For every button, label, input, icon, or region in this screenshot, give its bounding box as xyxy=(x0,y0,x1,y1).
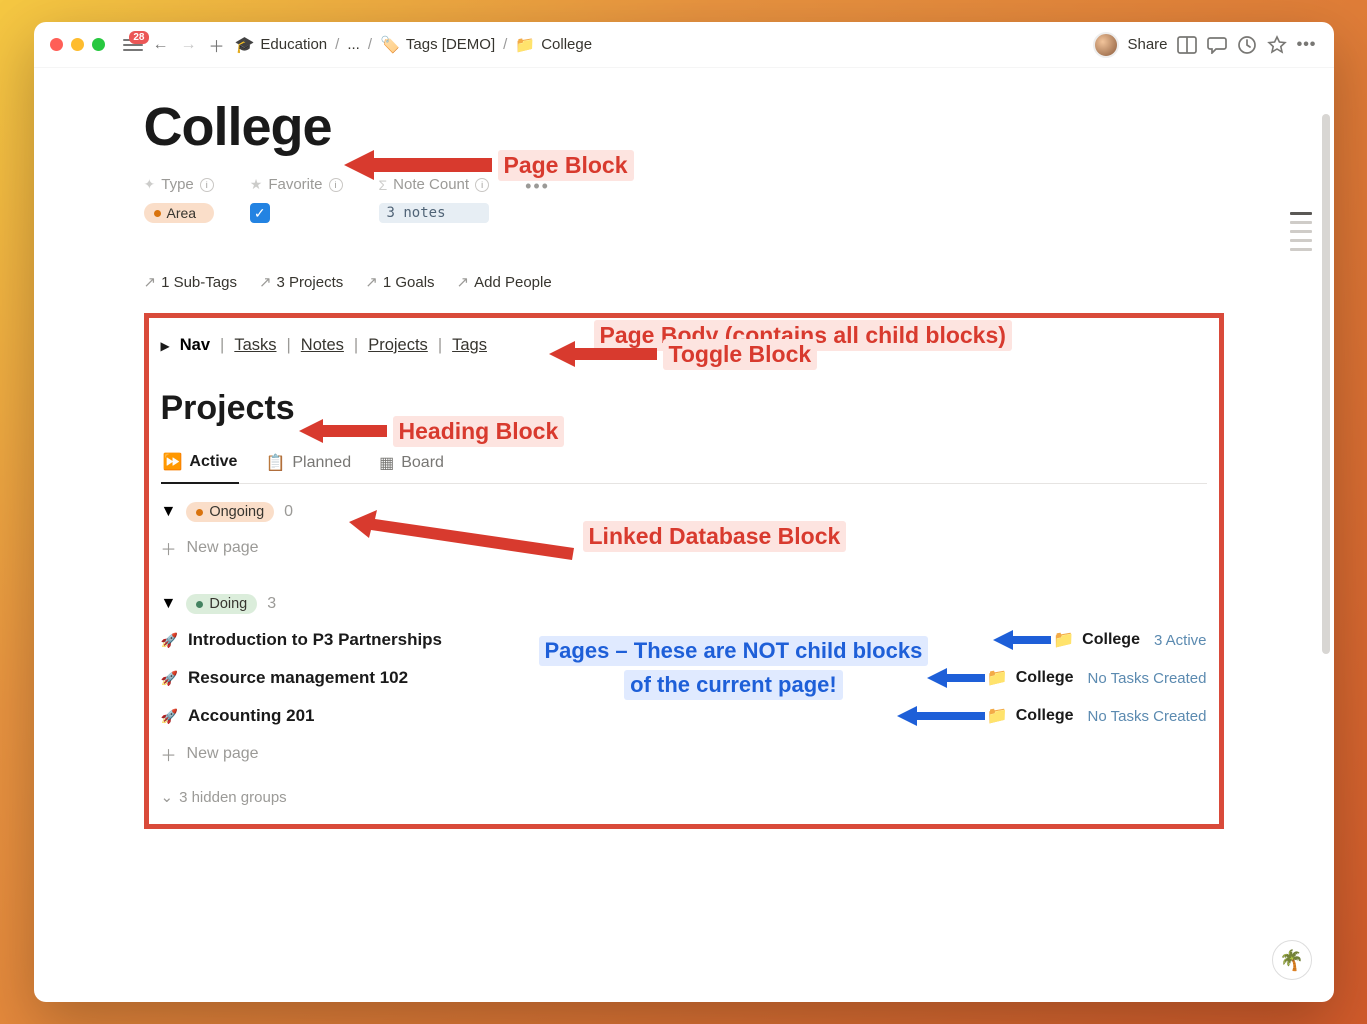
property-favorite-checkbox[interactable]: ✓ xyxy=(250,203,270,223)
minimize-window-button[interactable] xyxy=(71,38,84,51)
nav-link-tags[interactable]: Tags xyxy=(452,336,487,355)
toggle-block-nav[interactable]: ▶ Nav | Tasks | Notes | Projects | Tags xyxy=(161,336,1207,355)
app-window: 28 ← → ＋ 🎓 Education / ... / 🏷️ Tags [DE… xyxy=(34,22,1334,1002)
triangle-right-icon[interactable]: ▶ xyxy=(161,339,170,353)
rocket-icon: 🚀 xyxy=(161,632,178,649)
group-ongoing-count: 0 xyxy=(284,503,293,521)
rocket-icon: 🚀 xyxy=(161,708,178,725)
page-row[interactable]: 🚀 Resource management 102 📁College No Ta… xyxy=(161,666,1207,690)
plus-icon: ＋ xyxy=(161,536,177,560)
new-page-button[interactable]: ＋New page xyxy=(161,536,1207,560)
graduation-cap-icon: 🎓 xyxy=(235,35,255,55)
property-favorite-label[interactable]: ★Favoritei xyxy=(250,176,343,193)
page-content: College Page Block ✦Typei Area ★Favorite… xyxy=(34,68,1334,829)
group-doing: ▼ Doing 3 Pages – These are NOT child bl… xyxy=(161,594,1207,766)
tab-active[interactable]: ⏩Active xyxy=(161,446,240,484)
heading-projects[interactable]: Projects xyxy=(161,389,1207,428)
history-icon[interactable] xyxy=(1236,34,1258,56)
page-properties: ✦Typei Area ★Favoritei ✓ ΣNote Counti 3 … xyxy=(144,176,1224,223)
triangle-down-icon[interactable]: ▼ xyxy=(161,595,177,613)
tag-icon: 🏷️ xyxy=(380,35,400,55)
plus-icon: ＋ xyxy=(161,742,177,766)
chevron-down-icon: ⌄ xyxy=(161,788,174,806)
breadcrumb-separator: / xyxy=(368,36,372,53)
relation-subtags[interactable]: ↗1 Sub-Tags xyxy=(144,273,237,291)
breadcrumb-separator: / xyxy=(335,36,339,53)
group-ongoing: ▼ Ongoing 0 ＋New page xyxy=(161,502,1207,560)
view-mode-icon[interactable] xyxy=(1176,34,1198,56)
database-tabs: ⏩Active 📋Planned ▦Board xyxy=(161,446,1207,484)
help-button[interactable]: 🌴 xyxy=(1272,940,1312,980)
new-page-button[interactable]: ＋ xyxy=(207,35,227,55)
favorite-icon[interactable] xyxy=(1266,34,1288,56)
forward-button[interactable]: → xyxy=(179,35,199,55)
property-type-label[interactable]: ✦Typei xyxy=(144,176,214,193)
comments-icon[interactable] xyxy=(1206,34,1228,56)
breadcrumb-tags[interactable]: 🏷️ Tags [DEMO] xyxy=(380,35,495,55)
more-icon[interactable]: ••• xyxy=(1296,34,1318,56)
group-doing-count: 3 xyxy=(267,595,276,613)
page-row[interactable]: 🚀 Accounting 201 📁College No Tasks Creat… xyxy=(161,704,1207,728)
nav-link-tasks[interactable]: Tasks xyxy=(234,336,276,355)
folder-icon: 📁 xyxy=(1053,630,1074,650)
group-ongoing-tag[interactable]: Ongoing xyxy=(186,502,274,522)
property-note-count-label[interactable]: ΣNote Counti xyxy=(379,176,490,193)
property-note-count-value: 3 notes xyxy=(379,203,490,223)
properties-more-button[interactable]: ••• xyxy=(525,176,550,197)
page-row[interactable]: 🚀 Introduction to P3 Partnerships 📁Colle… xyxy=(161,628,1207,652)
breadcrumb-college[interactable]: 📁 College xyxy=(515,35,592,55)
property-type-value[interactable]: Area xyxy=(144,203,214,223)
calendar-icon: 📋 xyxy=(265,453,285,473)
avatar[interactable] xyxy=(1093,32,1119,58)
folder-icon: 📁 xyxy=(987,706,1008,726)
nav-link-projects[interactable]: Projects xyxy=(368,336,428,355)
fast-forward-icon: ⏩ xyxy=(163,452,183,472)
group-doing-tag[interactable]: Doing xyxy=(186,594,257,614)
relation-goals[interactable]: ↗1 Goals xyxy=(365,273,434,291)
board-icon: ▦ xyxy=(379,453,394,473)
triangle-down-icon[interactable]: ▼ xyxy=(161,503,177,521)
relation-projects[interactable]: ↗3 Projects xyxy=(259,273,343,291)
folder-icon: 📁 xyxy=(515,35,535,55)
relation-people[interactable]: ↗Add People xyxy=(457,273,552,291)
nav-link-notes[interactable]: Notes xyxy=(301,336,344,355)
tab-board[interactable]: ▦Board xyxy=(377,447,446,483)
breadcrumb-separator: / xyxy=(503,36,507,53)
close-window-button[interactable] xyxy=(50,38,63,51)
page-status: No Tasks Created xyxy=(1088,670,1207,687)
update-badge: 28 xyxy=(129,31,148,44)
page-body: ▶ Nav | Tasks | Notes | Projects | Tags … xyxy=(144,313,1224,829)
breadcrumb-education[interactable]: 🎓 Education xyxy=(235,35,328,55)
page-status: No Tasks Created xyxy=(1088,708,1207,725)
page-title[interactable]: College xyxy=(144,96,1224,158)
tab-planned[interactable]: 📋Planned xyxy=(263,447,353,483)
hidden-groups-toggle[interactable]: ⌄ 3 hidden groups xyxy=(161,788,1207,806)
share-button[interactable]: Share xyxy=(1127,36,1167,53)
back-button[interactable]: ← xyxy=(151,35,171,55)
window-controls xyxy=(50,38,105,51)
topbar: 28 ← → ＋ 🎓 Education / ... / 🏷️ Tags [DE… xyxy=(34,22,1334,68)
new-page-button[interactable]: ＋New page xyxy=(161,742,1207,766)
sidebar-toggle-icon[interactable]: 28 xyxy=(123,35,143,55)
folder-icon: 📁 xyxy=(987,668,1008,688)
rocket-icon: 🚀 xyxy=(161,670,178,687)
relations: ↗1 Sub-Tags ↗3 Projects ↗1 Goals ↗Add Pe… xyxy=(144,273,1224,291)
breadcrumb-ellipsis[interactable]: ... xyxy=(347,36,360,53)
zoom-window-button[interactable] xyxy=(92,38,105,51)
page-status: 3 Active xyxy=(1154,632,1207,649)
